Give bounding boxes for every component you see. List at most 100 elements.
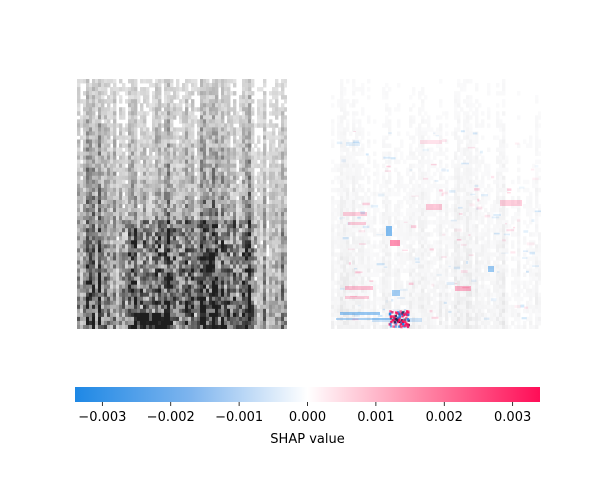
spectrogram-cell [248,324,252,329]
spectrogram-cell [167,272,171,277]
spectrogram-cell [266,288,270,294]
spectrogram-cell [191,212,195,217]
spectrogram-cell [125,220,129,225]
spectrogram-cell [188,91,192,96]
overlay-background-cell [331,143,335,148]
spectrogram-cell [119,171,123,177]
spectrogram-cell [185,83,189,88]
spectrogram-cell [182,224,186,229]
overlay-background-cell [346,163,350,169]
spectrogram-cell [77,103,81,108]
overlay-background-cell [361,199,365,205]
spectrogram-cell [158,147,162,152]
overlay-background-cell [478,163,482,169]
spectrogram-cell [92,83,96,88]
spectrogram-cell [203,143,207,148]
spectrogram-cell [185,288,189,294]
spectrogram-cell [182,99,186,104]
overlay-background-cell [397,204,401,209]
overlay-background-cell [463,187,467,193]
overlay-background-cell [355,119,359,124]
spectrogram-cell [236,199,240,205]
overlay-background-cell [502,99,506,104]
spectrogram-cell [212,300,216,306]
spectrogram-cell [161,300,165,306]
overlay-background-cell [406,131,410,136]
overlay-background-cell [445,147,449,152]
spectrogram-cell [188,264,192,269]
spectrogram-cell [269,268,273,273]
spectrogram-cell [218,83,222,88]
spectrogram-cell [125,183,129,189]
spectrogram-cell [242,304,246,310]
spectrogram-cell [218,316,222,322]
overlay-background-cell [415,163,419,169]
spectrogram-cell [185,155,189,161]
spectrogram-cell [83,99,87,104]
overlay-background-cell [418,159,422,165]
spectrogram-cell [107,320,111,326]
spectrogram-cell [239,159,243,165]
spectrogram-cell [218,256,222,261]
spectrogram-cell [218,119,222,124]
spectrogram-cell [272,276,276,282]
spectrogram-cell [161,240,165,245]
spectrogram-cell [200,276,204,282]
spectrogram-cell [170,119,174,124]
spectrogram-cell [86,147,90,152]
overlay-background-cell [394,183,398,189]
spectrogram-cell [125,236,129,241]
spectrogram-cell [245,147,249,152]
spectrogram-cell [284,240,287,245]
spectrogram-cell [179,324,183,329]
spectrogram-cell [119,248,123,253]
overlay-background-cell [331,204,335,209]
spectrogram-cell [113,244,117,249]
spectrogram-cell [245,252,249,257]
spectrogram-cell [239,232,243,237]
spectrogram-cell [92,260,96,265]
spectrogram-cell [269,111,273,116]
spectrogram-cell [200,99,204,104]
overlay-background-cell [340,195,344,201]
spectrogram-cell [149,183,153,189]
spectrogram-cell [143,304,147,310]
overlay-background-cell [421,115,425,120]
overlay-background-cell [409,187,413,193]
spectrogram-cell [86,163,90,169]
spectrogram-cell [233,199,237,205]
overlay-background-cell [355,159,359,165]
overlay-background-cell [436,191,440,197]
spectrogram-cell [281,288,285,294]
spectrogram-cell [197,139,201,144]
spectrogram-cell [164,288,168,294]
spectrogram-cell [278,256,282,261]
spectrogram-cell [263,79,267,84]
overlay-background-cell [358,187,362,193]
spectrogram-cell [197,147,201,152]
overlay-background-cell [472,171,476,177]
spectrogram-cell [197,296,201,302]
spectrogram-cell [137,268,141,273]
spectrogram-cell [95,143,99,148]
overlay-background-cell [340,167,344,173]
spectrogram-cell [101,127,105,132]
spectrogram-cell [155,155,159,161]
spectrogram-cell [134,155,138,161]
spectrogram-cell [179,208,183,213]
spectrogram-cell [134,151,138,157]
spectrogram-cell [101,224,105,229]
spectrogram-cell [227,272,231,277]
overlay-background-cell [439,151,443,157]
spectrogram-cell [242,284,246,290]
overlay-background-cell [343,167,347,173]
spectrogram-cell [155,224,159,229]
spectrogram-cell [221,284,225,290]
spectrogram-cell [275,179,279,185]
spectrogram-cell [179,272,183,277]
overlay-background-cell [343,147,347,152]
spectrogram-cell [182,212,186,217]
spectrogram-cell [209,232,213,237]
spectrogram-cell [197,324,201,329]
overlay-background-cell [352,175,356,181]
